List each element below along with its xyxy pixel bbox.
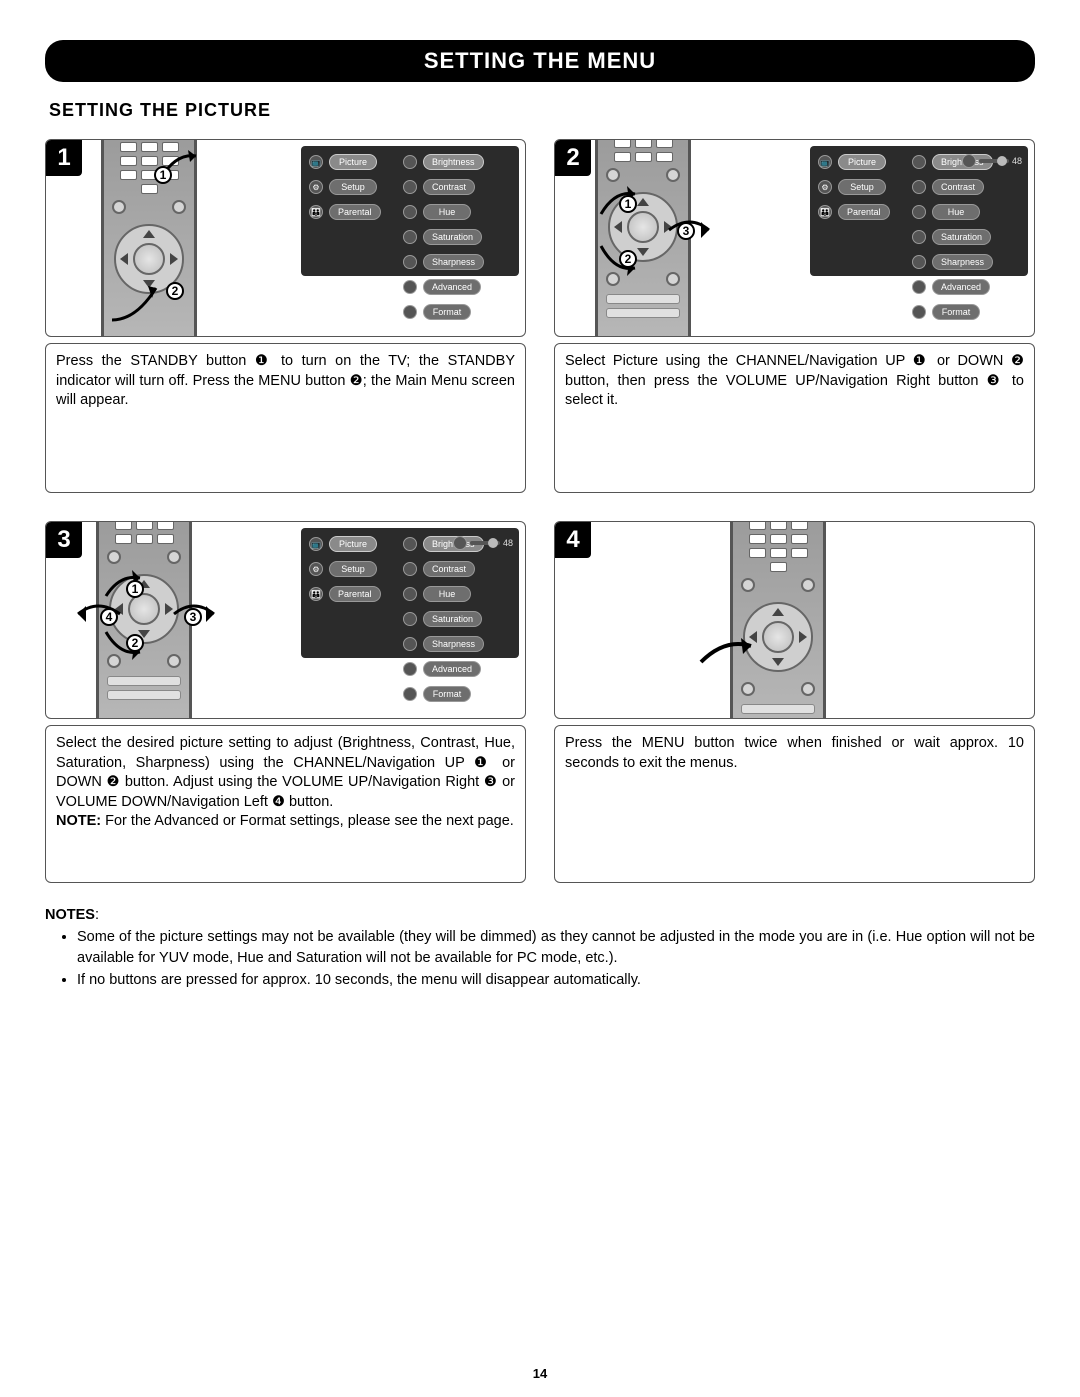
osd-setup: Setup xyxy=(838,179,886,195)
osd-saturation: Saturation xyxy=(423,611,482,627)
note-item: If no buttons are pressed for approx. 10… xyxy=(77,970,1035,990)
tv-icon: 📺 xyxy=(309,155,323,169)
callout-2-1: 1 xyxy=(619,195,637,213)
osd-format: Format xyxy=(423,304,471,320)
osd-picture: Picture xyxy=(329,536,377,552)
osd-menu: 📺Picture ⚙Setup 👪Parental Brightness Con… xyxy=(810,146,1028,276)
osd-format: Format xyxy=(423,686,471,702)
page-subtitle: SETTING THE PICTURE xyxy=(49,100,1035,121)
osd-picture: Picture xyxy=(838,154,886,170)
step-4-caption: Press the MENU button twice when finishe… xyxy=(554,725,1035,883)
callout-3-4: 4 xyxy=(100,608,118,626)
osd-sharpness: Sharpness xyxy=(423,254,484,270)
step-3-figure: 3 1 2 3 4 xyxy=(45,521,526,719)
step-1: 1 1 2 xyxy=(45,139,526,493)
osd-parental: Parental xyxy=(329,204,381,220)
gear-icon: ⚙ xyxy=(309,180,323,194)
osd-slider: 48 xyxy=(453,536,513,550)
osd-contrast: Contrast xyxy=(423,179,475,195)
step-4-figure: 4 xyxy=(554,521,1035,719)
parental-icon: 👪 xyxy=(309,205,323,219)
step-4: 4 Press the MENU button twice when f xyxy=(554,521,1035,883)
osd-sharpness: Sharpness xyxy=(423,636,484,652)
osd-slider-value: 48 xyxy=(503,538,513,548)
notes-section: NOTES: Some of the picture settings may … xyxy=(45,905,1035,990)
osd-advanced: Advanced xyxy=(932,279,990,295)
osd-picture: Picture xyxy=(329,154,377,170)
osd-menu: 📺 Picture ⚙ Setup 👪 Parental Brightness Con… xyxy=(301,146,519,276)
osd-parental: Parental xyxy=(838,204,890,220)
callout-3-1: 1 xyxy=(126,580,144,598)
step-2-number: 2 xyxy=(555,140,591,176)
callout-3-3: 3 xyxy=(184,608,202,626)
step-4-number: 4 xyxy=(555,522,591,558)
osd-saturation: Saturation xyxy=(423,229,482,245)
osd-slider: 48 xyxy=(962,154,1022,168)
osd-hue: Hue xyxy=(423,586,471,602)
callout-3-2: 2 xyxy=(126,634,144,652)
osd-advanced: Advanced xyxy=(423,661,481,677)
step-3-number: 3 xyxy=(46,522,82,558)
step-1-caption: Press the STANDBY button ❶ to turn on th… xyxy=(45,343,526,493)
callout-2-2: 2 xyxy=(619,250,637,268)
osd-slider-value: 48 xyxy=(1012,156,1022,166)
callout-1-2: 2 xyxy=(166,282,184,300)
osd-saturation: Saturation xyxy=(932,229,991,245)
step-2: 2 1 2 3 xyxy=(554,139,1035,493)
osd-brightness: Brightness xyxy=(423,154,484,170)
osd-format: Format xyxy=(932,304,980,320)
step-1-figure: 1 1 2 xyxy=(45,139,526,337)
osd-hue: Hue xyxy=(932,204,980,220)
callout-1-1: 1 xyxy=(154,166,172,184)
osd-contrast: Contrast xyxy=(423,561,475,577)
osd-contrast: Contrast xyxy=(932,179,984,195)
callout-2-3: 3 xyxy=(677,222,695,240)
step-3: 3 1 2 3 4 xyxy=(45,521,526,883)
page-number: 14 xyxy=(0,1366,1080,1381)
osd-hue: Hue xyxy=(423,204,471,220)
step-1-number: 1 xyxy=(46,140,82,176)
osd-setup: Setup xyxy=(329,179,377,195)
arrow-menu xyxy=(695,632,765,687)
note-item: Some of the picture settings may not be … xyxy=(77,927,1035,968)
osd-setup: Setup xyxy=(329,561,377,577)
osd-menu: 📺Picture ⚙Setup 👪Parental Brightness Con… xyxy=(301,528,519,658)
osd-sharpness: Sharpness xyxy=(932,254,993,270)
remote-illustration xyxy=(730,521,826,719)
page-title-bar: SETTING THE MENU xyxy=(45,40,1035,82)
notes-label: NOTES xyxy=(45,907,95,923)
step-2-caption: Select Picture using the CHANNEL/Navigat… xyxy=(554,343,1035,493)
osd-advanced: Advanced xyxy=(423,279,481,295)
steps-grid: 1 1 2 xyxy=(45,139,1035,883)
step-2-figure: 2 1 2 3 xyxy=(554,139,1035,337)
step-3-caption: Select the desired picture setting to ad… xyxy=(45,725,526,883)
osd-parental: Parental xyxy=(329,586,381,602)
